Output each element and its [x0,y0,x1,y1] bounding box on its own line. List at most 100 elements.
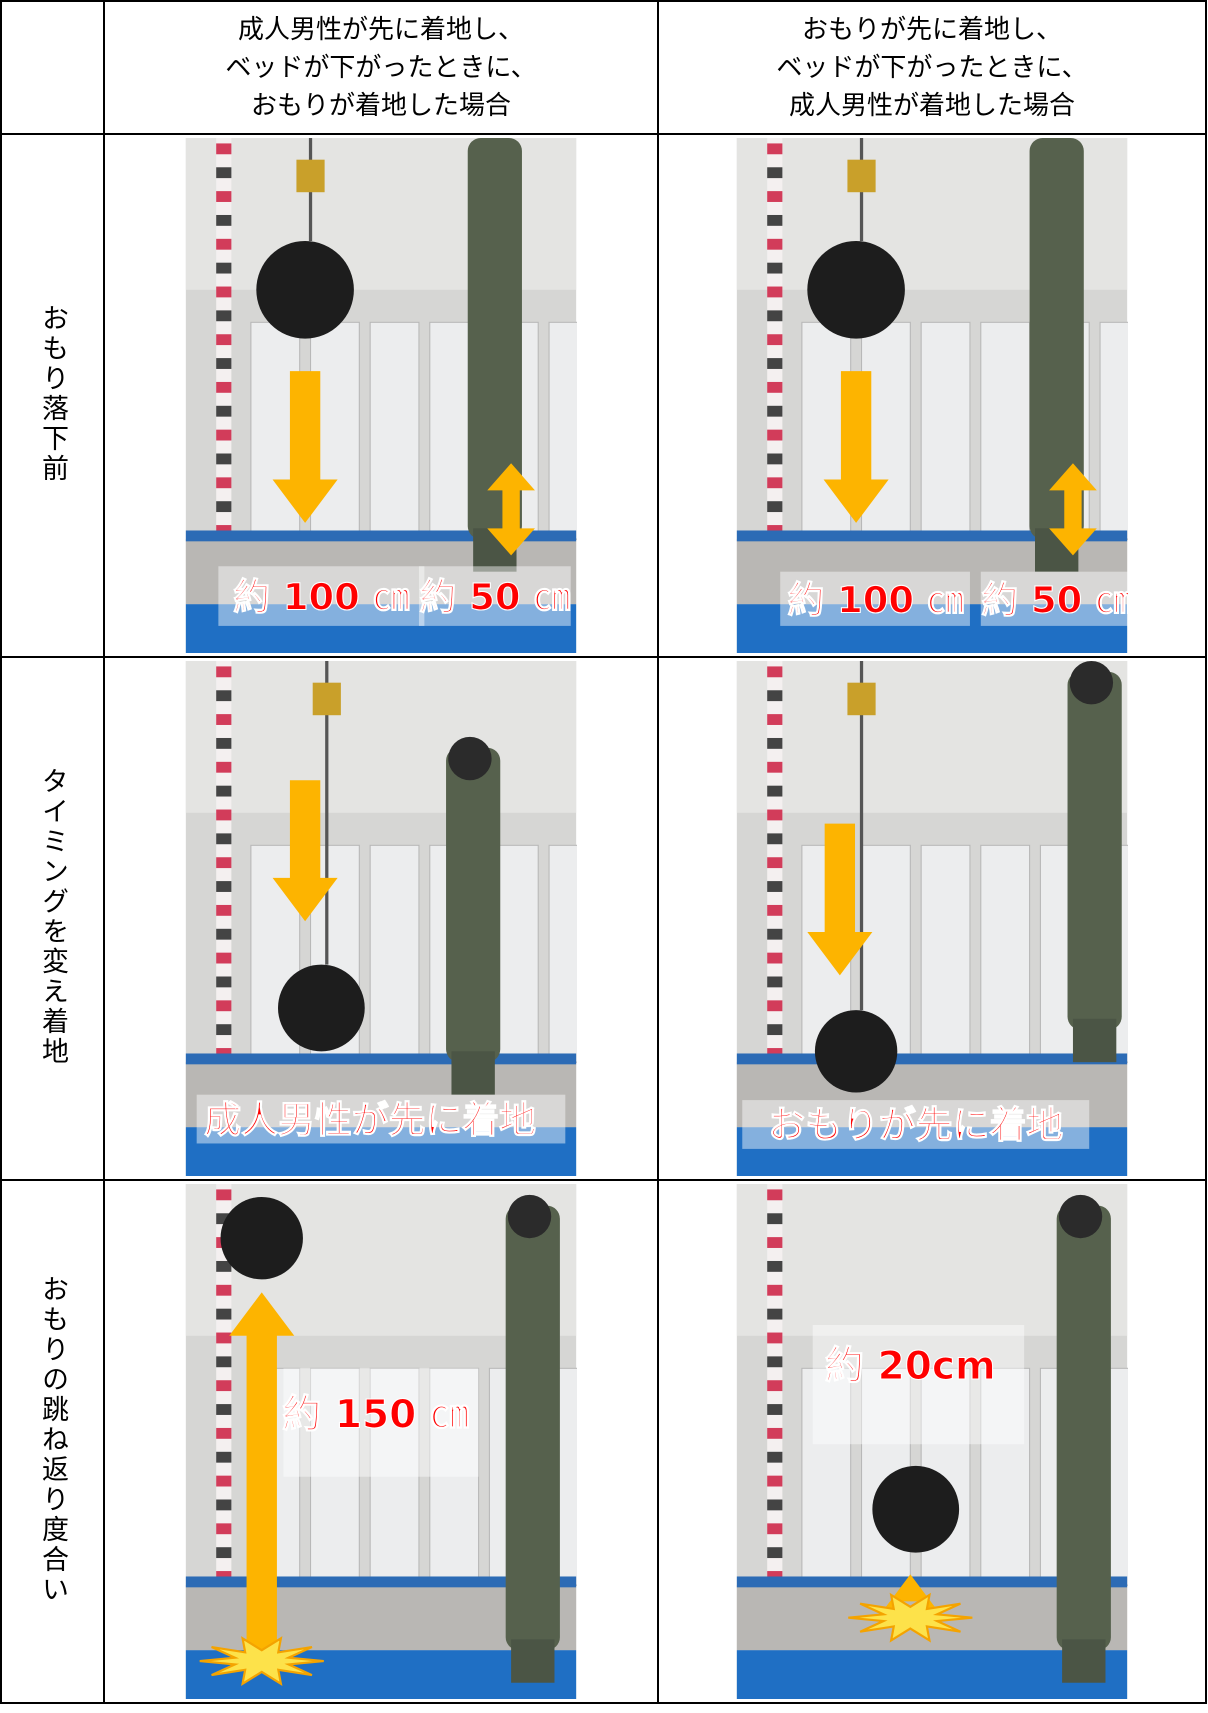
photo-label: 約 20cm [825,1344,996,1389]
window-panel [1099,321,1128,540]
ruler-mark [767,952,783,964]
header-line: ベッドが下がったときに、 [776,52,1088,83]
header-line: 成人男性が先に着地し、 [237,14,524,45]
ruler-mark [767,167,783,179]
ruler-mark [767,928,783,940]
window-panel [980,844,1031,1063]
arrow [807,823,873,976]
photo-label: おもりが先に着地 [768,1104,1063,1147]
ruler-mark [216,737,232,749]
ruler-mark [767,262,783,274]
ruler-mark [216,1332,232,1344]
photo-cell: おもりが先に着地 [657,656,1207,1181]
photo-cell: 約 150 ㎝ [103,1179,659,1704]
trampoline-bed [736,539,1128,605]
person-legs [1062,1639,1106,1683]
ruler-mark [767,1332,783,1344]
ruler-mark [216,1547,232,1559]
ruler-mark [767,1475,783,1487]
person-body [1029,138,1084,540]
ruler-mark [767,334,783,346]
ruler-mark [767,214,783,226]
ruler-mark [767,501,783,513]
person-legs [1072,1018,1117,1063]
label-box [196,1094,566,1144]
header-line: 成人男性が着地した場合 [788,90,1075,121]
ruler-mark [216,1284,232,1296]
window-panel [309,1367,360,1586]
photo-label: 約 150 ㎝ [282,1393,469,1438]
ruler-mark [216,429,232,441]
ruler-mark [216,952,232,964]
photo: 約 20cm [736,1184,1128,1699]
window-panel [369,1367,420,1586]
ruler-mark [767,191,783,202]
ruler-mark [767,1499,783,1511]
ruler-mark [767,477,783,489]
trampoline-edge [185,530,577,542]
ruler-mark [767,881,783,892]
person-legs [451,1051,495,1095]
window-panel [369,321,420,540]
ball [807,241,905,339]
hook [847,159,876,193]
ruler-mark [216,262,232,274]
label-box [812,1324,1025,1445]
window-panel [429,1367,480,1586]
ruler-mark [216,881,232,892]
ruler-mark [767,1380,783,1392]
window-panel [920,321,971,540]
ball [814,1010,898,1093]
ruler-mark [216,1308,232,1320]
ruler-mark [767,690,783,702]
window-panel [548,844,577,1063]
ruler-mark [216,381,232,393]
label-box [780,571,970,626]
double-arrow [487,463,535,556]
ruler-mark [216,453,232,465]
person-body [1056,1205,1111,1651]
header-line: ベッドが下がったときに、 [225,52,537,83]
ruler-mark [216,1475,232,1487]
ruler-mark [216,714,232,725]
ball [220,1197,303,1280]
photo: 成人男性が先に着地 [185,661,577,1176]
double-arrow [1049,463,1097,556]
ruler-mark [216,809,232,821]
column-header: おもりが先に着地し、 ベッドが下がったときに、 成人男性が着地した場合 [657,0,1207,135]
ruler-mark [767,1523,783,1535]
ruler-mark [767,1260,783,1272]
ruler-mark [767,453,783,465]
ruler-mark [767,238,783,250]
ruler-mark [767,1000,783,1012]
row-label: おもり落下前 [37,303,68,484]
person-body [446,747,501,1063]
ruler-mark [216,928,232,940]
person-head [448,736,492,781]
photo-label: 約 50 ㎝ [419,575,570,618]
ruler-mark [767,976,783,988]
ruler-mark [767,286,783,298]
ruler-mark [767,833,783,845]
trampoline-edge [736,530,1128,542]
ruler-mark [767,1024,783,1036]
ruler-mark [216,1213,232,1225]
arrow [823,371,889,523]
hook [296,159,325,193]
window-panel [369,844,420,1063]
trampoline-pad [736,604,1128,653]
ruler-mark [767,1427,783,1439]
ruler-mark [216,1260,232,1272]
ball [872,1465,960,1553]
ruler-mark [216,238,232,250]
ruler-mark [216,286,232,298]
ruler-mark [767,809,783,821]
ruler-mark [216,1356,232,1368]
row-label-cell: おもりの跳ね返り度合い [0,1179,105,1704]
arrow [272,780,338,922]
window-panel [801,1367,852,1586]
